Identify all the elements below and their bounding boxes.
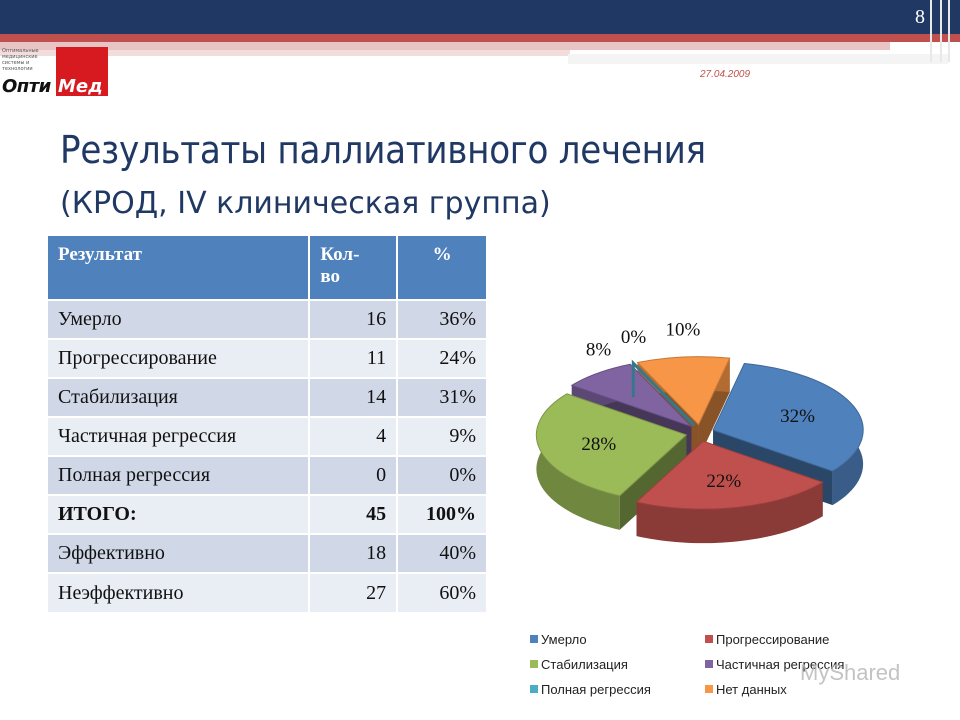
legend-swatch xyxy=(530,685,538,693)
table-body: Умерло 16 36% Прогрессирование 11 24% Ст… xyxy=(48,299,488,612)
legend-swatch xyxy=(530,660,538,668)
pie-value-label: 22% xyxy=(706,471,741,492)
row-label: Прогрессирование xyxy=(48,338,311,378)
row-count: 27 xyxy=(309,572,399,612)
legend-label: Нет данных xyxy=(716,682,787,697)
header-count: Кол- во xyxy=(309,236,399,300)
table-row: Частичная регрессия 4 9% xyxy=(48,416,488,456)
row-count: 16 xyxy=(309,299,399,339)
results-table: Результат Кол- во % Умерло 16 36% Прогре… xyxy=(48,236,488,612)
row-label: Частичная регрессия xyxy=(48,416,311,456)
logo-red-box xyxy=(56,47,108,96)
header-stripe-pink xyxy=(0,42,890,50)
pie-slice-zero xyxy=(631,359,696,427)
row-label: Эффективно xyxy=(48,533,311,573)
divider-line xyxy=(930,0,932,62)
table-row-total: ИТОГО: 45 100% xyxy=(48,494,488,534)
row-percent: 0% xyxy=(397,455,488,495)
legend-item: Стабилизация xyxy=(530,657,628,672)
pie-slice xyxy=(635,440,824,510)
divider-line xyxy=(940,0,942,62)
legend-item: Прогрессирование xyxy=(705,632,829,647)
legend-item: Полная регрессия xyxy=(530,682,651,697)
legend-label: Умерло xyxy=(541,632,587,647)
pie-slice xyxy=(535,393,688,497)
row-percent: 9% xyxy=(397,416,488,456)
legend-label: Стабилизация xyxy=(541,657,628,672)
row-count: 14 xyxy=(309,377,399,417)
row-label: Полная регрессия xyxy=(48,455,311,495)
row-count: 18 xyxy=(309,533,399,573)
pie-slice-edge xyxy=(636,482,823,544)
table-row: Эффективно 18 40% xyxy=(48,533,488,573)
pie-chart: 32% 22% 28% 8% 0% 10% xyxy=(535,320,864,544)
chart-legend: Умерло Прогрессирование Стабилизация Частич… xyxy=(530,628,930,708)
pie-value-label: 8% xyxy=(586,339,612,360)
header-stripe-gray xyxy=(568,54,948,64)
row-percent: 60% xyxy=(397,572,488,612)
row-count: 45 xyxy=(309,494,399,534)
pie-value-label: 0% xyxy=(621,327,647,348)
row-percent: 31% xyxy=(397,377,488,417)
table-row: Прогрессирование 11 24% xyxy=(48,338,488,378)
legend-swatch xyxy=(530,635,538,643)
legend-item: Умерло xyxy=(530,632,587,647)
slide-title: Результаты паллиативного лечения xyxy=(60,128,706,172)
legend-item: Частичная регрессия xyxy=(705,657,844,672)
table-row: Полная регрессия 0 0% xyxy=(48,455,488,495)
pie-slice xyxy=(570,363,692,427)
row-percent: 24% xyxy=(397,338,488,378)
header-result: Результат xyxy=(48,236,311,300)
table-row: Неэффективно 27 60% xyxy=(48,572,488,612)
header-stripe-light xyxy=(0,50,570,56)
legend-item: Нет данных xyxy=(705,682,787,697)
row-percent: 100% xyxy=(397,494,488,534)
slide-date: 27.04.2009 xyxy=(700,69,751,80)
pie-value-label: 32% xyxy=(780,406,815,427)
pie-slice xyxy=(636,356,731,426)
legend-swatch xyxy=(705,635,713,643)
legend-label: Полная регрессия xyxy=(541,682,651,697)
logo-text-right: Мед xyxy=(58,76,103,97)
legend-swatch xyxy=(705,660,713,668)
legend-swatch xyxy=(705,685,713,693)
pie-slice xyxy=(712,363,864,472)
header-band xyxy=(0,0,960,36)
logo-text-left: Опти xyxy=(2,76,51,97)
table-row: Стабилизация 14 31% xyxy=(48,377,488,417)
table-header-row: Результат Кол- во % xyxy=(48,236,488,300)
row-label: Неэффективно xyxy=(48,572,311,612)
row-label: Стабилизация xyxy=(48,377,311,417)
row-count: 4 xyxy=(309,416,399,456)
row-label: Умерло xyxy=(48,299,311,339)
legend-label: Прогрессирование xyxy=(716,632,830,647)
slide-subtitle: (КРОД, IV клиническая группа) xyxy=(60,186,551,221)
pie-value-label: 10% xyxy=(666,320,701,341)
divider-line xyxy=(948,0,950,62)
row-percent: 40% xyxy=(397,533,488,573)
page-number: 8 xyxy=(915,6,925,28)
header-count-label: Кол- во xyxy=(320,244,360,287)
watermark-text: MyShared xyxy=(800,660,901,685)
row-label: ИТОГО: xyxy=(48,494,311,534)
pie-value-label: 28% xyxy=(581,434,616,455)
row-count: 11 xyxy=(309,338,399,378)
row-count: 0 xyxy=(309,455,399,495)
legend-label: Частичная регрессия xyxy=(716,657,845,672)
table-row: Умерло 16 36% xyxy=(48,299,488,339)
header-percent: % xyxy=(397,236,488,300)
header-stripe-red xyxy=(0,34,960,42)
row-percent: 36% xyxy=(397,299,488,339)
logo-tagline: Оптимальные медицинские системы и технол… xyxy=(2,48,39,72)
